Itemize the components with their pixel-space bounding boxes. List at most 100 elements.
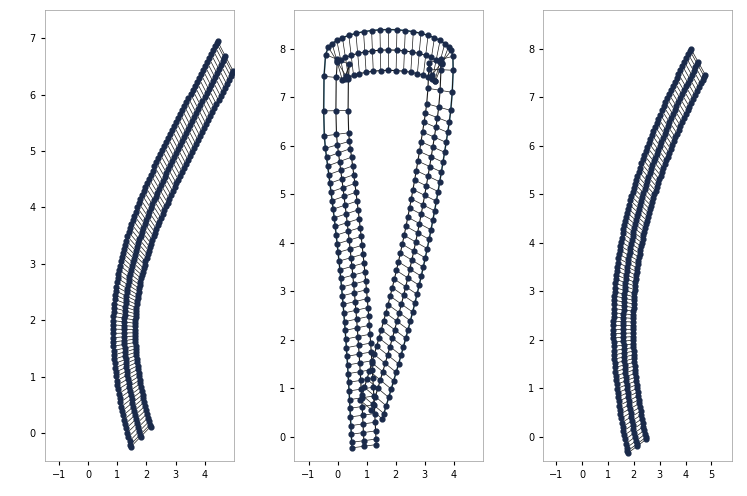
Point [343,129,355,137]
Point [678,86,689,94]
Point [196,97,208,105]
Point [217,88,229,96]
Point [185,121,196,129]
Point [406,195,418,203]
Point [689,91,701,99]
Point [428,133,440,141]
Point [646,131,658,139]
Point [209,73,221,81]
Point [331,240,343,248]
Point [371,440,382,448]
Point [608,301,620,309]
Point [359,383,371,391]
Point [639,430,651,438]
Point [134,379,146,387]
Point [189,82,201,90]
Point [327,205,339,213]
Point [618,345,630,353]
Point [610,376,622,384]
Point [682,78,694,86]
Point [356,394,368,402]
Point [620,377,632,385]
Point [627,322,639,330]
Point [417,128,429,136]
Point [633,168,645,176]
Point [425,153,437,161]
Point [359,268,371,276]
Point [141,410,153,418]
Point [211,100,223,108]
Point [617,333,629,341]
Point [320,51,332,59]
Point [636,419,648,427]
Point [131,203,143,211]
Point [134,281,146,289]
Point [627,325,639,333]
Point [420,109,432,117]
Point [140,216,152,224]
Point [402,325,414,333]
Point [652,146,664,154]
Point [667,82,679,90]
Point [632,208,644,216]
Point [213,96,225,104]
Point [629,282,641,290]
Point [621,267,633,275]
Point [434,86,446,94]
Point [608,351,620,359]
Point [671,74,683,82]
Point [630,216,642,224]
Point [422,84,434,92]
Point [199,93,211,101]
Point [339,201,351,209]
Point [358,429,370,436]
Point [620,271,632,279]
Point [140,183,152,191]
Point [691,87,703,95]
Point [631,268,643,276]
Point [413,50,425,58]
Point [149,163,161,171]
Point [667,110,679,118]
Point [356,411,368,419]
Point [134,278,146,286]
Point [408,247,420,255]
Point [413,281,425,289]
Point [618,302,630,310]
Point [642,213,654,221]
Point [120,296,132,304]
Point [128,212,140,220]
Point [654,176,666,184]
Point [201,89,213,97]
Point [174,141,186,149]
Point [136,271,148,279]
Point [365,27,377,35]
Point [170,180,182,187]
Point [330,73,342,81]
Point [211,37,223,45]
Point [122,233,134,241]
Point [122,371,134,379]
Point [111,372,123,380]
Point [660,98,672,106]
Point [638,228,650,236]
Point [131,362,143,370]
Point [369,418,381,426]
Point [108,312,120,320]
Point [630,370,642,377]
Point [158,206,170,214]
Point [434,37,446,45]
Point [412,157,424,165]
Point [622,263,633,271]
Point [697,76,709,84]
Point [111,381,123,389]
Point [143,175,155,183]
Point [124,270,136,278]
Point [392,258,404,266]
Point [645,165,657,173]
Point [433,103,444,111]
Point [344,413,356,421]
Point [358,259,370,267]
Point [354,224,366,232]
Point [631,172,643,180]
